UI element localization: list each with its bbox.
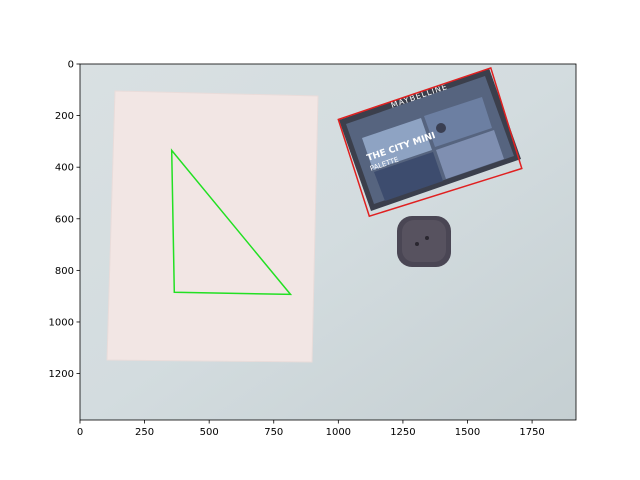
- x-tick-label: 1750: [519, 427, 544, 438]
- y-tick-label: 200: [55, 111, 74, 122]
- y-tick-label: 800: [55, 266, 74, 277]
- x-tick-label: 750: [264, 427, 283, 438]
- axes-frame: [79, 63, 577, 421]
- y-axis: 0 200 400 600 800 1000 1200: [49, 60, 80, 380]
- x-tick-label: 1000: [326, 427, 351, 438]
- y-tick-label: 400: [55, 163, 74, 174]
- x-tick-label: 0: [77, 427, 83, 438]
- x-tick-label: 500: [200, 427, 219, 438]
- y-tick-label: 0: [68, 60, 74, 71]
- black-puck: [397, 216, 451, 267]
- x-axis: 0 250 500 750 1000 1250 1500 1750: [77, 420, 545, 438]
- x-tick-label: 1500: [455, 427, 480, 438]
- paper-sheet: [106, 90, 319, 363]
- red-box-annotation: [337, 66, 523, 218]
- x-tick-label: 250: [135, 427, 154, 438]
- y-tick-label: 1200: [49, 369, 74, 380]
- x-tick-label: 1250: [390, 427, 415, 438]
- y-tick-label: 1000: [49, 317, 74, 328]
- photo: MAYBELLINE THE CITY MINI PALETTE: [80, 64, 576, 420]
- y-tick-label: 600: [55, 214, 74, 225]
- green-triangle-annotation: [170, 148, 293, 296]
